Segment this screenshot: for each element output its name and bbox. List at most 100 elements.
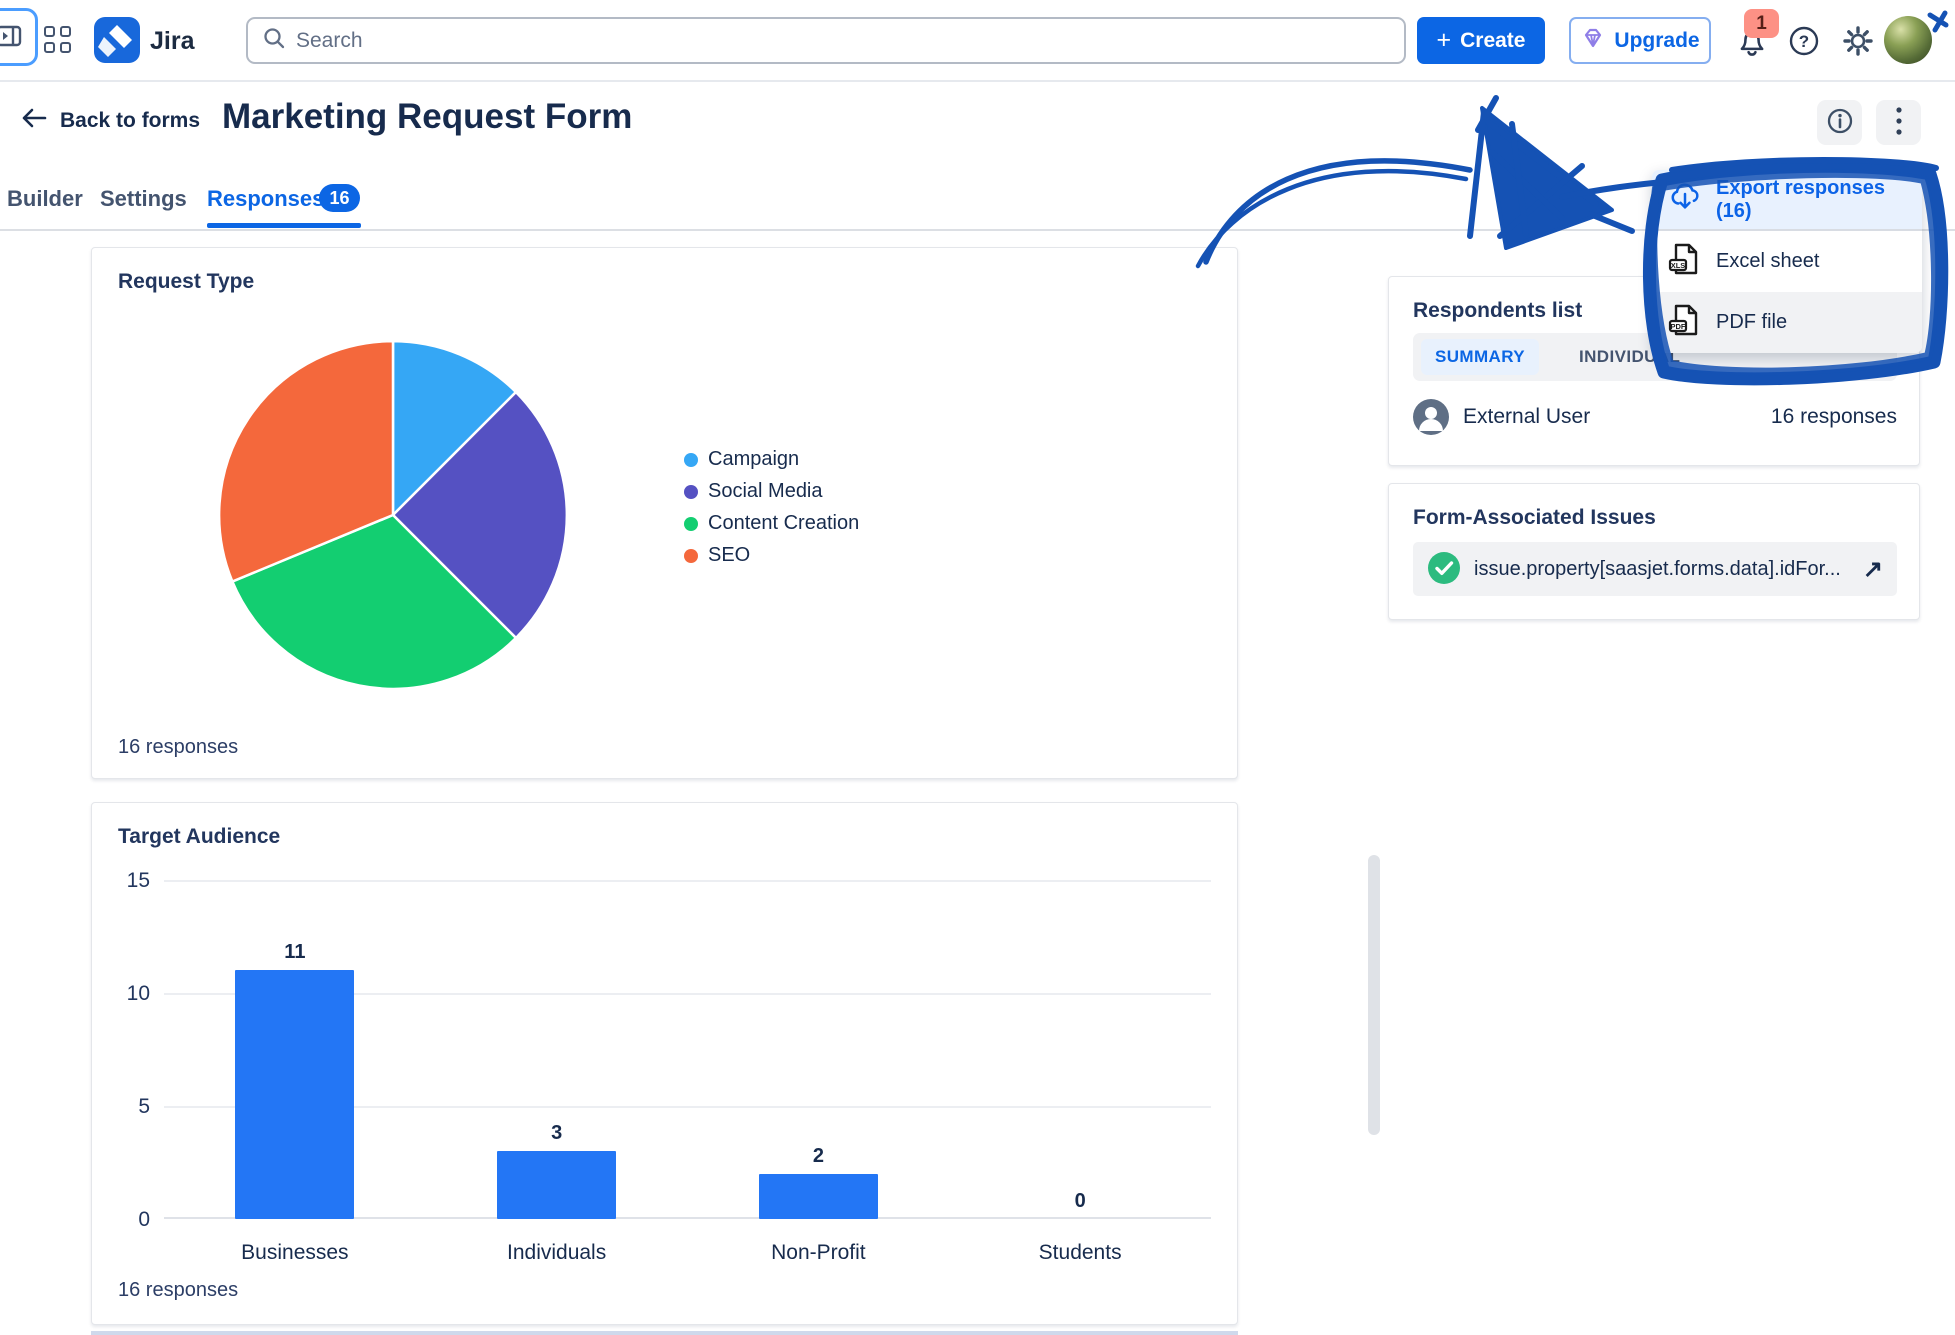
- target-audience-card: Target Audience 15 10 5 0 11 3 2 0 Busin…: [91, 802, 1238, 1325]
- back-label: Back to forms: [60, 109, 201, 132]
- xls-file-icon: XLS: [1668, 242, 1702, 282]
- chart-title: Request Type: [118, 270, 255, 293]
- plus-icon: +: [1436, 26, 1452, 54]
- responses-count-label: 16 responses: [118, 1279, 239, 1301]
- person-icon: [1413, 399, 1449, 435]
- legend-dot-icon: [684, 516, 698, 531]
- bar-plot-area: [164, 880, 1211, 1219]
- bars: 11 3 2 0: [164, 880, 1211, 1219]
- bar-value-label: 3: [551, 1122, 563, 1145]
- bar: [497, 1151, 617, 1219]
- next-card-top-edge: [91, 1331, 1238, 1335]
- category-label: Non-Profit: [771, 1241, 866, 1264]
- legend-item: Content Creation: [684, 512, 859, 535]
- info-button[interactable]: [1817, 100, 1862, 145]
- legend-dot-icon: [684, 484, 698, 499]
- menu-item-excel-sheet[interactable]: XLS Excel sheet: [1652, 231, 1922, 292]
- tab-settings[interactable]: Settings: [100, 186, 187, 211]
- panel-right-icon: [0, 21, 24, 54]
- check-circle-icon: [1427, 551, 1461, 588]
- category-label: Students: [1038, 1241, 1122, 1264]
- x-axis-baseline: [164, 1217, 1211, 1219]
- scrollbar-thumb[interactable]: [1368, 855, 1380, 1135]
- tab-builder[interactable]: Builder: [7, 186, 83, 211]
- y-tick-label: 0: [138, 1208, 150, 1231]
- y-tick-label: 5: [138, 1095, 150, 1118]
- create-button[interactable]: + Create: [1417, 17, 1545, 64]
- y-tick-label: 10: [126, 982, 150, 1005]
- bar-value-label: 0: [1074, 1190, 1086, 1212]
- avatar[interactable]: [1884, 16, 1932, 64]
- issue-link-text: issue.property[saasjet.forms.data].idFor…: [1474, 557, 1841, 580]
- responses-count-badge: 16: [319, 184, 360, 212]
- chart-title: Target Audience: [118, 825, 281, 848]
- arrow-left-icon: [20, 106, 48, 136]
- gridline: [164, 993, 1211, 995]
- gridline: [164, 880, 1211, 882]
- back-to-forms-link[interactable]: Back to forms: [20, 106, 200, 136]
- tab-summary[interactable]: SUMMARY: [1421, 339, 1539, 375]
- export-menu: Export responses (16) XLS Excel sheet PD…: [1652, 170, 1922, 353]
- legend-dot-icon: [684, 548, 698, 563]
- page-title: Marketing Request Form: [222, 97, 633, 136]
- search-icon: [262, 26, 286, 55]
- form-associated-issues-card: Form-Associated Issues issue.property[sa…: [1388, 483, 1920, 620]
- bar: [235, 970, 355, 1219]
- question-icon: ?: [1786, 23, 1822, 62]
- category-label: Individuals: [507, 1241, 607, 1264]
- respondent-name: External User: [1463, 405, 1591, 428]
- svg-text:?: ?: [1799, 32, 1809, 51]
- info-icon: [1825, 106, 1855, 139]
- pie-chart: [217, 339, 569, 691]
- notification-badge: 1: [1744, 9, 1779, 38]
- legend-dot-icon: [684, 452, 698, 467]
- legend-item: Campaign: [684, 448, 859, 471]
- svg-text:XLS: XLS: [1671, 260, 1686, 269]
- form-tabs: Builder Settings Responses 16: [0, 184, 1955, 231]
- grid-icon: [44, 26, 55, 37]
- gear-icon: [1840, 23, 1876, 62]
- category-label: Businesses: [241, 1241, 349, 1264]
- brand-label: Jira: [150, 27, 195, 55]
- tab-responses[interactable]: Responses: [207, 186, 325, 211]
- sidebar-toggle-button[interactable]: [0, 8, 38, 66]
- top-navigation-bar: Jira + Create Upgrade 1 ?: [0, 0, 1955, 82]
- settings-button[interactable]: [1838, 22, 1878, 62]
- tabs-divider: [0, 229, 1955, 231]
- bar-column: 2: [688, 880, 950, 1219]
- request-type-card: Request Type Campaign Social Media Conte…: [91, 247, 1238, 779]
- more-menu-button[interactable]: [1876, 100, 1921, 145]
- active-tab-indicator: [207, 223, 361, 228]
- legend-item: SEO: [684, 544, 859, 567]
- jira-logo[interactable]: [94, 17, 140, 63]
- app-switcher-button[interactable]: [44, 26, 74, 56]
- kebab-icon: [1895, 106, 1903, 139]
- respondent-responses: 16 responses: [1770, 405, 1897, 428]
- menu-item-export-responses[interactable]: Export responses (16): [1652, 170, 1922, 231]
- cloud-download-icon: [1668, 182, 1702, 218]
- jira-glyph-icon: [98, 25, 132, 57]
- external-link-icon[interactable]: ↗: [1862, 555, 1883, 583]
- search-bar[interactable]: [246, 17, 1406, 64]
- pdf-file-icon: PDF: [1668, 303, 1702, 343]
- bar-column: 11: [164, 880, 426, 1219]
- legend-item: Social Media: [684, 480, 859, 503]
- bar-column: 3: [426, 880, 688, 1219]
- svg-text:PDF: PDF: [1671, 321, 1686, 330]
- upgrade-button[interactable]: Upgrade: [1569, 17, 1711, 64]
- issue-row[interactable]: issue.property[saasjet.forms.data].idFor…: [1413, 542, 1897, 596]
- issues-title: Form-Associated Issues: [1413, 506, 1656, 529]
- search-input[interactable]: [296, 28, 1390, 53]
- menu-item-pdf-file[interactable]: PDF PDF file: [1652, 292, 1922, 353]
- pie-legend: Campaign Social Media Content Creation S…: [684, 448, 859, 567]
- bar-column: 0: [949, 880, 1211, 1219]
- gridline: [164, 1106, 1211, 1108]
- respondents-title: Respondents list: [1413, 299, 1583, 322]
- responses-count-label: 16 responses: [118, 736, 239, 758]
- help-button[interactable]: ?: [1784, 22, 1824, 62]
- y-tick-label: 15: [126, 869, 150, 892]
- gem-icon: [1580, 25, 1606, 57]
- x-axis-labels: Businesses Individuals Non-Profit Studen…: [164, 1241, 1211, 1265]
- respondent-row: External User 16 responses: [1413, 399, 1897, 435]
- bar: [758, 1173, 878, 1219]
